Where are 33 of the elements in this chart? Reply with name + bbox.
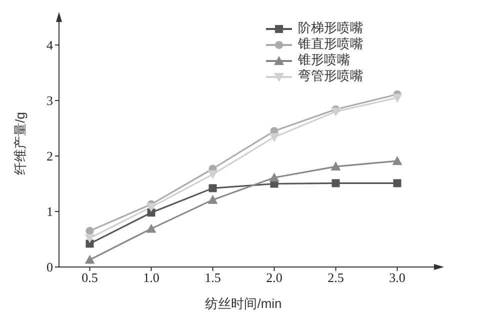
point bbox=[84, 254, 95, 264]
point bbox=[392, 94, 402, 103]
y-tick-label: 3 bbox=[46, 93, 53, 108]
point bbox=[146, 203, 156, 212]
point bbox=[330, 108, 341, 117]
point bbox=[146, 224, 156, 233]
x-tick-label: 2.0 bbox=[266, 270, 282, 286]
point bbox=[208, 184, 217, 192]
x-tick-label: 1.0 bbox=[143, 270, 160, 286]
x-tick-label: 1.5 bbox=[204, 270, 221, 286]
legend-label: 锥形喷嘴 bbox=[298, 52, 350, 67]
point bbox=[332, 179, 340, 188]
point bbox=[393, 179, 402, 188]
y-tick-label: 0 bbox=[46, 260, 53, 275]
point bbox=[208, 194, 218, 204]
point bbox=[84, 234, 95, 244]
x-tick-label: 2.5 bbox=[328, 270, 344, 286]
x-axis-title: 纺丝时间/min bbox=[205, 296, 282, 311]
point bbox=[392, 156, 402, 165]
point bbox=[86, 226, 94, 235]
point bbox=[269, 172, 280, 182]
point bbox=[269, 133, 280, 142]
point bbox=[330, 162, 341, 171]
legend-label: 弯管形喷嘴 bbox=[298, 68, 363, 83]
y-axis-title: 纤维产量/g bbox=[12, 112, 28, 175]
y-tick-label: 1 bbox=[46, 204, 53, 220]
y-tick-label: 2 bbox=[46, 148, 53, 164]
x-tick-label: 3.0 bbox=[389, 270, 406, 286]
legend-label: 锥直形喷嘴 bbox=[298, 36, 363, 51]
legend-label: 阶梯形喷嘴 bbox=[298, 20, 363, 35]
point bbox=[208, 170, 218, 180]
y-tick-label: 4 bbox=[46, 38, 54, 53]
x-tick-label: 0.5 bbox=[82, 270, 98, 286]
